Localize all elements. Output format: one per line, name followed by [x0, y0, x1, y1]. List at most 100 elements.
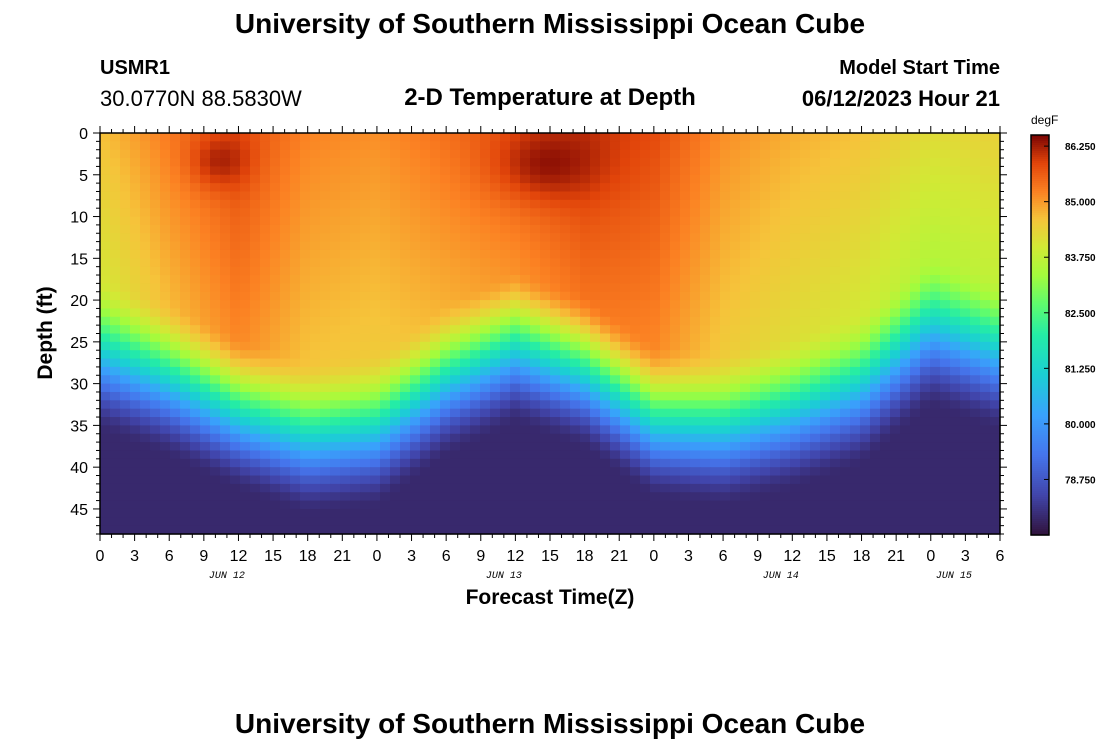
heatmap-cell [970, 425, 981, 435]
heatmap-cell [930, 500, 941, 510]
x-axis-title: Forecast Time(Z) [466, 586, 635, 609]
heatmap-cell [370, 316, 381, 326]
heatmap-cell [870, 408, 881, 418]
heatmap-cell [350, 333, 361, 343]
heatmap-cell [220, 341, 231, 351]
heatmap-cell [240, 517, 251, 527]
heatmap-cell [380, 300, 391, 310]
heatmap-cell [120, 300, 131, 310]
heatmap-cell [210, 442, 221, 452]
heatmap-cell [120, 375, 131, 385]
heatmap-cell [760, 517, 771, 527]
heatmap-cell [320, 325, 331, 335]
heatmap-cell [890, 308, 901, 318]
heatmap-cell [590, 350, 601, 360]
heatmap-cell [290, 433, 301, 443]
heatmap-cell [730, 316, 741, 326]
heatmap-cell [400, 208, 411, 218]
heatmap-cell [990, 291, 1001, 301]
heatmap-cell [640, 400, 651, 410]
heatmap-cell [360, 508, 371, 518]
heatmap-cell [250, 241, 261, 251]
heatmap-cell [820, 400, 831, 410]
heatmap-cell [100, 350, 111, 360]
heatmap-cell [790, 258, 801, 268]
heatmap-cell [190, 316, 201, 326]
heatmap-cell [740, 141, 751, 151]
heatmap-cell [830, 133, 841, 142]
heatmap-cell [810, 258, 821, 268]
heatmap-cell [550, 208, 561, 218]
heatmap-cell [690, 291, 701, 301]
heatmap-cell [110, 375, 121, 385]
heatmap-cell [160, 199, 171, 209]
heatmap-cell [660, 333, 671, 343]
heatmap-cell [850, 199, 861, 209]
heatmap-cell [370, 333, 381, 343]
heatmap-cells [100, 133, 1001, 535]
heatmap-cell [800, 224, 811, 234]
heatmap-cell [820, 166, 831, 176]
heatmap-cell [220, 467, 231, 477]
heatmap-cell [810, 300, 821, 310]
y-tick-label: 40 [70, 460, 88, 477]
heatmap-cell [670, 166, 681, 176]
heatmap-cell [650, 450, 661, 460]
heatmap-cell [480, 358, 491, 368]
heatmap-cell [770, 425, 781, 435]
colorbar-segment [1031, 239, 1049, 242]
heatmap-cell [830, 391, 841, 401]
heatmap-cell [570, 391, 581, 401]
heatmap-cell [270, 233, 281, 243]
heatmap-cell [550, 183, 561, 193]
heatmap-cell [310, 316, 321, 326]
heatmap-cell [790, 174, 801, 184]
heatmap-cell [110, 500, 121, 510]
heatmap-cell [560, 358, 571, 368]
heatmap-cell [860, 191, 871, 201]
heatmap-cell [140, 383, 151, 393]
heatmap-cell [180, 350, 191, 360]
heatmap-cell [360, 241, 371, 251]
heatmap-cell [920, 375, 931, 385]
heatmap-cell [260, 166, 271, 176]
heatmap-cell [820, 291, 831, 301]
heatmap-cell [270, 500, 281, 510]
heatmap-cell [830, 224, 841, 234]
heatmap-cell [740, 400, 751, 410]
heatmap-cell [530, 433, 541, 443]
heatmap-cell [140, 249, 151, 259]
heatmap-cell [820, 233, 831, 243]
heatmap-cell [410, 333, 421, 343]
heatmap-cell [450, 517, 461, 527]
heatmap-cell [790, 166, 801, 176]
heatmap-cell [720, 358, 731, 368]
heatmap-cell [890, 433, 901, 443]
heatmap-cell [830, 383, 841, 393]
heatmap-cell [840, 375, 851, 385]
heatmap-cell [240, 433, 251, 443]
heatmap-cell [950, 508, 961, 518]
heatmap-cell [680, 508, 691, 518]
colorbar-segment [1031, 189, 1049, 192]
heatmap-cell [480, 341, 491, 351]
heatmap-cell [990, 475, 1001, 485]
heatmap-cell [870, 450, 881, 460]
heatmap-cell [600, 149, 611, 159]
heatmap-cell [400, 166, 411, 176]
heatmap-cell [530, 174, 541, 184]
heatmap-cell [190, 517, 201, 527]
heatmap-cell [570, 358, 581, 368]
heatmap-cell [860, 333, 871, 343]
heatmap-cell [660, 400, 671, 410]
heatmap-cell [870, 375, 881, 385]
heatmap-cell [850, 141, 861, 151]
heatmap-cell [490, 308, 501, 318]
heatmap-cell [940, 341, 951, 351]
heatmap-cell [350, 300, 361, 310]
heatmap-cell [380, 408, 391, 418]
heatmap-cell [380, 383, 391, 393]
heatmap-cell [230, 433, 241, 443]
heatmap-cell [990, 141, 1001, 151]
heatmap-cell [140, 308, 151, 318]
